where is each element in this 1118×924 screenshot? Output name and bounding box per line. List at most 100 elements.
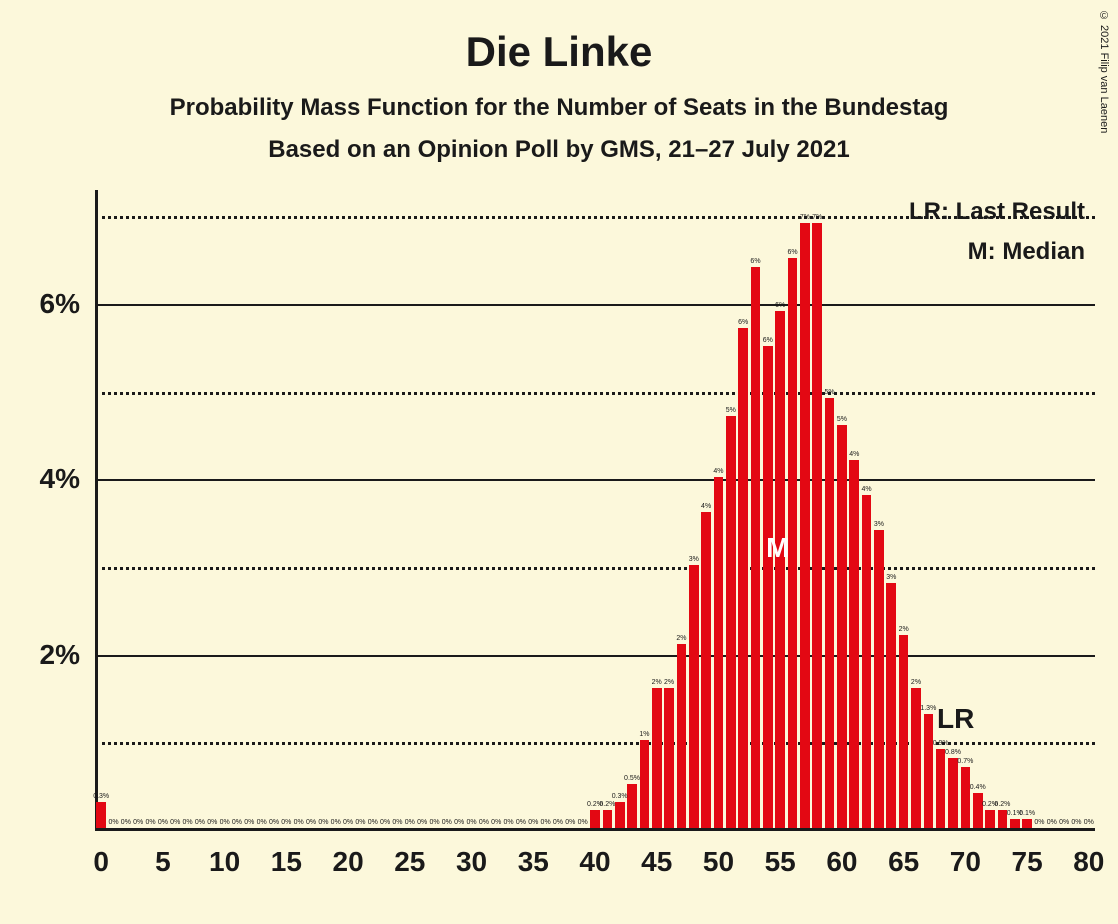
gridline-minor bbox=[95, 567, 1095, 570]
bar-value-label: 1% bbox=[639, 731, 649, 738]
bar-value-label: 0.3% bbox=[612, 793, 628, 800]
bar-value-label: 3% bbox=[874, 521, 884, 528]
chart-subtitle-1: Probability Mass Function for the Number… bbox=[0, 76, 1118, 122]
bar-value-label: 0.3% bbox=[93, 793, 109, 800]
bar bbox=[590, 810, 600, 828]
bar-value-label: 0.5% bbox=[624, 775, 640, 782]
bar-value-label: 0% bbox=[294, 819, 304, 826]
bar bbox=[640, 740, 650, 828]
bar-value-label: 7% bbox=[812, 214, 822, 221]
bar-value-label: 0.8% bbox=[945, 749, 961, 756]
bar bbox=[936, 749, 946, 828]
y-tick-label: 2% bbox=[20, 639, 80, 671]
bar bbox=[714, 477, 724, 828]
bar-value-label: 0% bbox=[170, 819, 180, 826]
bar bbox=[664, 688, 674, 828]
bar-value-label: 6% bbox=[750, 258, 760, 265]
x-tick-label: 0 bbox=[93, 846, 109, 878]
bar-value-label: 0% bbox=[1084, 819, 1094, 826]
bar-value-label: 0% bbox=[553, 819, 563, 826]
bar-value-label: 0% bbox=[183, 819, 193, 826]
bar-value-label: 0% bbox=[232, 819, 242, 826]
gridline-minor bbox=[95, 392, 1095, 395]
bar-value-label: 0% bbox=[1071, 819, 1081, 826]
bar-value-label: 0% bbox=[318, 819, 328, 826]
bar-value-label: 6% bbox=[763, 337, 773, 344]
bar-value-label: 3% bbox=[886, 574, 896, 581]
bar bbox=[726, 416, 736, 828]
bar-value-label: 0% bbox=[442, 819, 452, 826]
bar bbox=[689, 565, 699, 828]
bar bbox=[603, 810, 613, 828]
bar-value-label: 0.9% bbox=[933, 740, 949, 747]
x-tick-label: 70 bbox=[950, 846, 981, 878]
bar-value-label: 4% bbox=[713, 468, 723, 475]
bar-value-label: 0% bbox=[565, 819, 575, 826]
bar-value-label: 0% bbox=[466, 819, 476, 826]
bar-value-label: 0% bbox=[1047, 819, 1057, 826]
bar-value-label: 4% bbox=[701, 503, 711, 510]
bar-value-label: 5% bbox=[726, 407, 736, 414]
bar-value-label: 0% bbox=[417, 819, 427, 826]
bar bbox=[985, 810, 995, 828]
bar-value-label: 0% bbox=[405, 819, 415, 826]
chart-subtitle-2: Based on an Opinion Poll by GMS, 21–27 J… bbox=[0, 122, 1118, 164]
x-tick-label: 80 bbox=[1073, 846, 1104, 878]
bar-value-label: 0% bbox=[392, 819, 402, 826]
bar-value-label: 0% bbox=[207, 819, 217, 826]
bar bbox=[800, 223, 810, 828]
copyright-text: © 2021 Filip van Laenen bbox=[1098, 10, 1110, 133]
gridline-major bbox=[95, 655, 1095, 657]
last-result-marker: LR bbox=[937, 703, 974, 735]
bar-value-label: 0% bbox=[479, 819, 489, 826]
bar bbox=[1010, 819, 1020, 828]
bar bbox=[911, 688, 921, 828]
bar-value-label: 0.2% bbox=[994, 801, 1010, 808]
bar bbox=[961, 767, 971, 828]
x-tick-label: 30 bbox=[456, 846, 487, 878]
bar-value-label: 0% bbox=[368, 819, 378, 826]
y-tick-label: 4% bbox=[20, 463, 80, 495]
bar bbox=[751, 267, 761, 828]
bar-value-label: 0.2% bbox=[599, 801, 615, 808]
bar bbox=[849, 460, 859, 828]
x-tick-label: 5 bbox=[155, 846, 171, 878]
bar-value-label: 6% bbox=[738, 319, 748, 326]
bar-value-label: 5% bbox=[837, 416, 847, 423]
x-tick-label: 40 bbox=[579, 846, 610, 878]
x-tick-label: 10 bbox=[209, 846, 240, 878]
x-tick-label: 20 bbox=[333, 846, 364, 878]
bar bbox=[701, 512, 711, 828]
bar-value-label: 0.1% bbox=[1019, 810, 1035, 817]
chart-title: Die Linke bbox=[0, 0, 1118, 76]
x-tick-label: 15 bbox=[271, 846, 302, 878]
bar bbox=[899, 635, 909, 828]
bar-value-label: 0% bbox=[306, 819, 316, 826]
legend-m: M: Median bbox=[968, 238, 1085, 266]
y-axis bbox=[95, 190, 98, 830]
bar-value-label: 5% bbox=[825, 389, 835, 396]
bar-value-label: 3% bbox=[689, 556, 699, 563]
bar-value-label: 0% bbox=[528, 819, 538, 826]
bar-value-label: 2% bbox=[652, 679, 662, 686]
bar bbox=[627, 784, 637, 828]
bar bbox=[825, 398, 835, 828]
bar-value-label: 0% bbox=[133, 819, 143, 826]
y-tick-label: 6% bbox=[20, 288, 80, 320]
bar bbox=[886, 583, 896, 828]
bar bbox=[812, 223, 822, 828]
gridline-major bbox=[95, 304, 1095, 306]
bar bbox=[924, 714, 934, 828]
x-tick-label: 60 bbox=[826, 846, 857, 878]
gridline-major bbox=[95, 479, 1095, 481]
bar-value-label: 0% bbox=[121, 819, 131, 826]
bar-value-label: 4% bbox=[849, 451, 859, 458]
bar bbox=[652, 688, 662, 828]
bar-value-label: 6% bbox=[775, 302, 785, 309]
bar-value-label: 0% bbox=[454, 819, 464, 826]
bar bbox=[973, 793, 983, 828]
bar bbox=[738, 328, 748, 828]
chart-plot-area: 0.3%0%0%0%0%0%0%0%0%0%0%0%0%0%0%0%0%0%0%… bbox=[95, 190, 1095, 830]
bar bbox=[763, 346, 773, 828]
x-axis bbox=[95, 828, 1095, 831]
